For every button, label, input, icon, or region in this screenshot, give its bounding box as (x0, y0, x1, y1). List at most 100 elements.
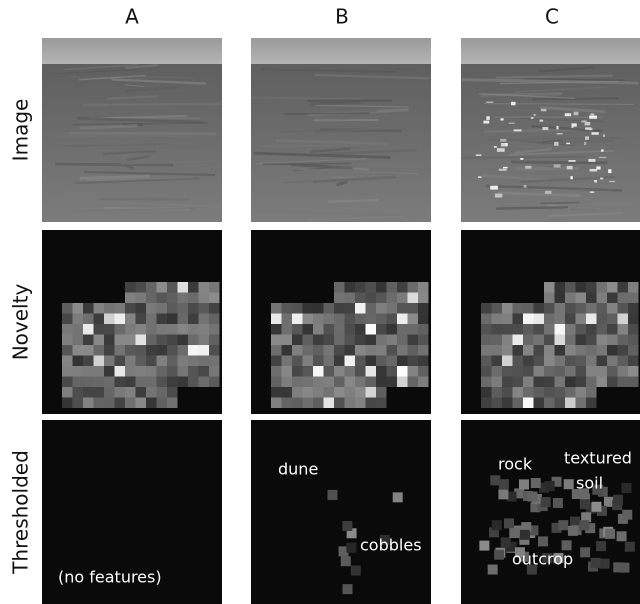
threshold-patch (622, 483, 632, 493)
novelty-cell (125, 356, 136, 367)
novelty-cell (408, 377, 419, 388)
novelty-cell (167, 377, 178, 388)
photo-rock (534, 114, 536, 116)
novelty-cell (292, 324, 303, 335)
threshold-patch (327, 490, 337, 500)
novelty-cell (104, 324, 115, 335)
novelty-cell (376, 303, 387, 314)
novelty-cell (397, 314, 408, 325)
annotation: outcrop (512, 550, 573, 569)
novelty-cell (607, 377, 618, 388)
photo-rock (494, 146, 497, 148)
figure: A B C Image Novelty Thresholded (no feat… (0, 0, 640, 604)
novelty-cell (136, 303, 147, 314)
novelty-cell (376, 293, 387, 304)
novelty-cell (125, 324, 136, 335)
novelty-cell (534, 303, 545, 314)
novelty-cell (83, 398, 94, 409)
novelty-cell (618, 366, 629, 377)
photo-rock (609, 181, 615, 182)
novelty-cell (387, 335, 398, 346)
photo-rock (601, 149, 603, 151)
novelty-cell (136, 293, 147, 304)
novelty-cell (188, 377, 199, 388)
novelty-cell (534, 356, 545, 367)
novelty-cell (397, 377, 408, 388)
novelty-cell (513, 387, 524, 398)
novelty-cell (565, 335, 576, 346)
threshold-patch (342, 521, 352, 531)
novelty-cell (607, 282, 618, 293)
novelty-cell (136, 398, 147, 409)
novelty-cell (115, 366, 126, 377)
novelty-cell (115, 398, 126, 409)
novelty-cell (157, 398, 168, 409)
novelty-cell (209, 282, 220, 293)
novelty-cell (544, 293, 555, 304)
novelty-cell (376, 335, 387, 346)
photo-rock (608, 169, 611, 173)
photo-streak (55, 164, 173, 165)
novelty-cell (366, 366, 377, 377)
novelty-cell (334, 324, 345, 335)
novelty-cell (199, 282, 210, 293)
novelty-cell (94, 366, 105, 377)
novelty-cell (492, 335, 503, 346)
photo-rock (581, 120, 586, 122)
novelty-cell (502, 366, 513, 377)
novelty-cell (555, 398, 566, 409)
novelty-cell (313, 335, 324, 346)
novelty-cell (271, 366, 282, 377)
novelty-cell (178, 303, 189, 314)
novelty-cell (576, 282, 587, 293)
novelty-cell (523, 345, 534, 356)
novelty-cell (292, 377, 303, 388)
novelty-cell (366, 356, 377, 367)
novelty-cell (544, 366, 555, 377)
novelty-cell (125, 335, 136, 346)
novelty-cell (586, 345, 597, 356)
photo-rock (483, 121, 489, 124)
novelty-cell (513, 398, 524, 409)
novelty-cell (544, 282, 555, 293)
novelty-cell (146, 345, 157, 356)
novelty-cell (292, 335, 303, 346)
novelty-cell (618, 324, 629, 335)
novelty-cell (355, 303, 366, 314)
novelty-cell (334, 314, 345, 325)
novelty-cell (492, 303, 503, 314)
novelty-cell (104, 345, 115, 356)
threshold-patch (622, 510, 632, 520)
novelty-cell (597, 356, 608, 367)
novelty-cell (618, 314, 629, 325)
novelty-cell (544, 335, 555, 346)
novelty-cell (73, 324, 84, 335)
novelty-cell (303, 377, 314, 388)
novelty-cell (271, 398, 282, 409)
novelty-cell (125, 398, 136, 409)
novelty-cell (104, 314, 115, 325)
novelty-cell (366, 377, 377, 388)
novelty-cell (324, 387, 335, 398)
novelty-cell (492, 377, 503, 388)
novelty-cell (366, 387, 377, 398)
novelty-cell (345, 398, 356, 409)
novelty-cell (136, 387, 147, 398)
novelty-cell (397, 356, 408, 367)
threshold-patch (343, 584, 353, 594)
threshold-patch (499, 479, 509, 489)
threshold-bg (251, 420, 431, 604)
photo-rock (514, 129, 522, 131)
novelty-cell (167, 282, 178, 293)
novelty-cell (292, 398, 303, 409)
novelty-cell (178, 377, 189, 388)
novelty-cell (376, 366, 387, 377)
threshold-patch (558, 520, 568, 530)
novelty-cell (397, 335, 408, 346)
novelty-cell (83, 335, 94, 346)
novelty-cell (376, 398, 387, 409)
novelty-cell (157, 345, 168, 356)
novelty-cell (534, 324, 545, 335)
threshold-patch (520, 530, 530, 540)
novelty-cell (282, 398, 293, 409)
